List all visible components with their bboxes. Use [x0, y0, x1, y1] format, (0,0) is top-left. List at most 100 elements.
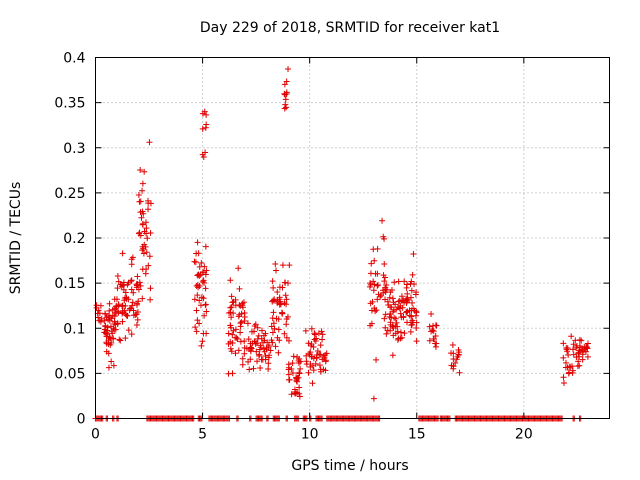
data-point — [367, 281, 374, 288]
x-tick-label: 15 — [408, 427, 426, 443]
data-point — [275, 326, 282, 333]
data-point — [270, 320, 277, 327]
data-point — [584, 340, 591, 347]
data-point — [290, 353, 297, 360]
data-point — [566, 363, 573, 370]
data-point — [138, 214, 145, 221]
data-point — [284, 280, 291, 287]
data-point — [237, 323, 244, 330]
data-point — [279, 262, 286, 269]
data-point — [291, 386, 298, 393]
data-point — [105, 364, 112, 371]
data-point — [202, 149, 209, 156]
y-tick-label: 0.3 — [63, 141, 85, 157]
data-point — [397, 310, 404, 317]
data-point — [371, 257, 378, 264]
data-point — [196, 320, 203, 327]
data-point — [428, 310, 435, 317]
data-point — [307, 342, 314, 349]
data-point — [283, 301, 290, 308]
data-point — [193, 282, 200, 289]
data-point — [257, 365, 264, 372]
data-point — [115, 302, 122, 309]
data-point — [370, 278, 377, 285]
data-point — [297, 365, 304, 372]
data-point — [258, 335, 265, 342]
data-point — [262, 353, 269, 360]
data-point — [305, 340, 312, 347]
data-point — [137, 282, 144, 289]
y-tick-label: 0.05 — [54, 366, 85, 382]
data-point — [408, 287, 415, 294]
data-point — [134, 273, 141, 280]
data-point — [308, 353, 315, 360]
data-point — [232, 334, 239, 341]
data-point — [119, 250, 126, 257]
data-point — [265, 360, 272, 367]
data-point — [413, 338, 420, 345]
data-point — [566, 369, 573, 376]
data-point — [103, 348, 110, 355]
data-point — [374, 282, 381, 289]
data-point — [368, 307, 375, 314]
x-tick-label: 10 — [301, 427, 319, 443]
data-point — [374, 282, 381, 289]
data-point — [199, 338, 206, 345]
data-point — [128, 286, 135, 293]
data-point — [401, 330, 408, 337]
data-point — [122, 311, 129, 318]
data-point — [409, 271, 416, 278]
data-point — [382, 324, 389, 331]
data-point — [562, 359, 569, 366]
data-point — [314, 348, 321, 355]
data-point — [403, 297, 410, 304]
data-point — [398, 334, 405, 341]
data-point — [246, 366, 253, 373]
data-point — [201, 108, 208, 115]
data-point — [570, 341, 577, 348]
data-point — [432, 332, 439, 339]
data-point — [203, 267, 210, 274]
data-point — [426, 323, 433, 330]
data-point — [202, 243, 209, 250]
data-point — [289, 370, 296, 377]
data-point — [139, 187, 146, 194]
data-point — [140, 210, 147, 217]
data-point — [563, 344, 570, 351]
data-point — [380, 272, 387, 279]
data-point — [269, 329, 276, 336]
data-point — [129, 254, 136, 261]
data-point — [202, 301, 209, 308]
data-point — [237, 329, 244, 336]
data-point — [381, 260, 388, 267]
data-point — [134, 316, 141, 323]
data-point — [227, 277, 234, 284]
data-point — [307, 349, 314, 356]
data-point — [407, 294, 414, 301]
data-point — [270, 284, 277, 291]
data-point — [129, 299, 136, 306]
data-point — [302, 327, 309, 334]
data-point — [294, 354, 301, 361]
data-point — [401, 278, 408, 285]
data-point — [228, 314, 235, 321]
data-point — [255, 332, 262, 339]
data-point — [195, 250, 202, 257]
data-point — [323, 350, 330, 357]
data-point — [136, 279, 143, 286]
data-point — [283, 89, 290, 96]
data-point — [456, 369, 463, 376]
data-point — [408, 278, 415, 285]
data-point — [579, 346, 586, 353]
data-point — [394, 336, 401, 343]
data-point — [322, 367, 329, 374]
data-point — [105, 312, 112, 319]
data-point — [390, 307, 397, 314]
data-point — [228, 293, 235, 300]
data-point — [282, 279, 289, 286]
data-point — [192, 324, 199, 331]
data-point — [284, 313, 291, 320]
data-point — [113, 296, 120, 303]
data-point — [383, 286, 390, 293]
